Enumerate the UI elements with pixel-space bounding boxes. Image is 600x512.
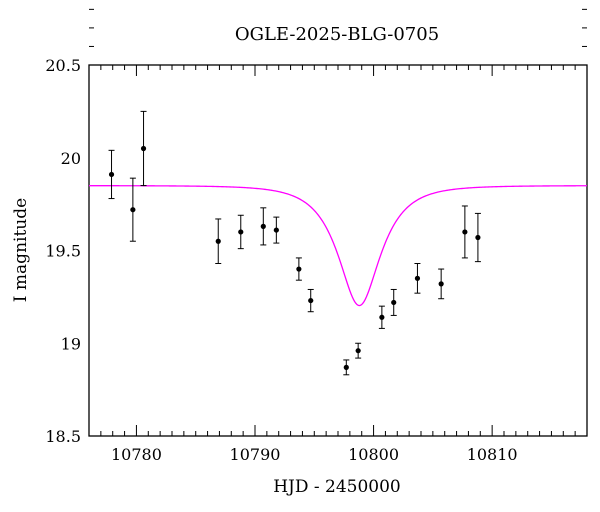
data-point [475,234,481,241]
data-point [343,364,349,370]
data-point [414,275,421,281]
data-point [462,229,468,235]
x-tick-label: 10810 [467,445,518,464]
y-tick-label: 20 [61,149,81,168]
data-point [215,238,221,244]
plot-area: 10780 10790 10800 10810 18.5 19 19.5 20 20.5 [45,8,588,464]
x-axis-label: HJD - 2450000 [273,477,401,497]
y-tick-label: 19 [61,334,81,353]
x-tick-label: 10790 [230,445,281,464]
data-point [273,227,279,233]
data-point [391,299,397,306]
y-tick-label: 18.5 [45,427,81,446]
data-point [130,207,136,213]
y-axis-label: I magnitude [11,198,31,302]
x-tick-label: 10780 [111,445,162,464]
data-point [238,229,244,235]
plot-frame [88,64,588,437]
data-point [296,266,302,272]
data-point [260,223,266,229]
chart-title: OGLE-2025-BLG-0705 [235,24,439,45]
data-point [379,314,385,320]
data-point [355,348,361,354]
data-point [308,297,314,304]
x-tick-label: 10800 [348,445,399,464]
y-tick-label: 20.5 [45,56,81,75]
data-point [108,171,115,178]
data-point [438,281,444,287]
model-curve [88,185,587,307]
data-point [140,145,147,152]
y-tick-label: 19.5 [45,242,81,261]
